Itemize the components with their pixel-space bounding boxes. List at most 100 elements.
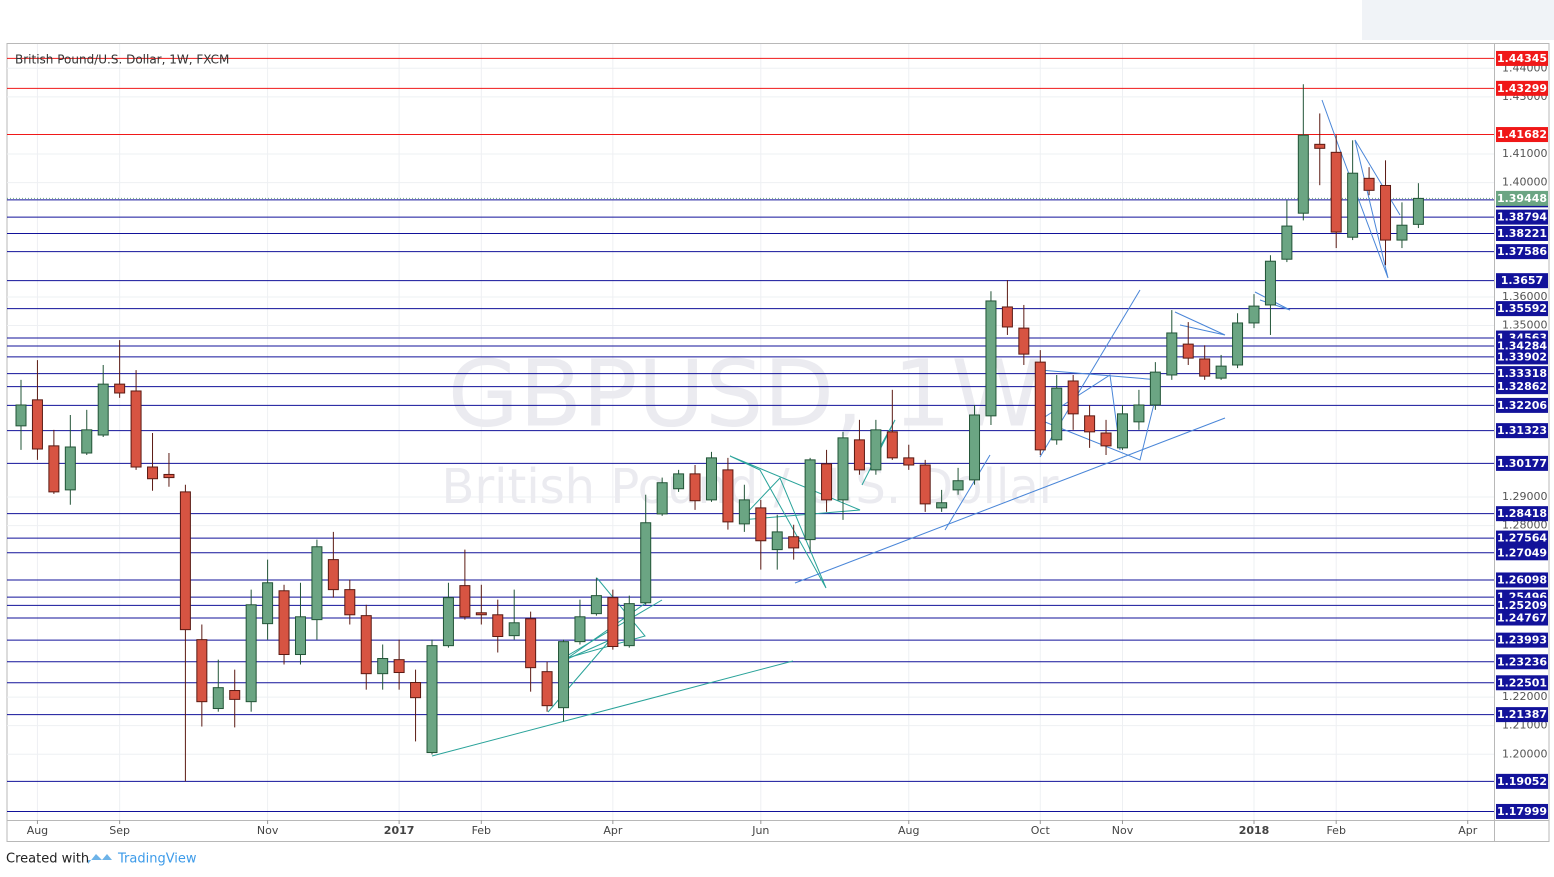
grid xyxy=(7,44,1494,820)
candle-body xyxy=(294,616,306,656)
watermark-subtitle: British Pound / U.S. Dollar xyxy=(442,459,1059,515)
candle-body xyxy=(442,597,454,647)
toolbar-area xyxy=(1362,0,1554,40)
candle-body xyxy=(245,604,257,703)
candle-body xyxy=(1264,260,1276,306)
candle-body xyxy=(1314,143,1326,149)
level-label-box xyxy=(1496,244,1548,260)
candle-body xyxy=(886,431,898,459)
level-label: 1.41682 xyxy=(1497,128,1547,141)
trend-line xyxy=(1321,99,1401,279)
level-label: 1.31323 xyxy=(1497,424,1547,437)
level-label: 1.38794 xyxy=(1497,211,1547,224)
y-tick-label: 1.40000 xyxy=(1502,176,1548,189)
candle-body xyxy=(130,390,142,468)
candle-body xyxy=(1281,225,1293,260)
level-label: 1.33318 xyxy=(1497,367,1547,380)
levels xyxy=(7,57,1494,812)
tradingview-logo[interactable] xyxy=(88,854,112,864)
candle-body xyxy=(508,622,520,637)
candle-body xyxy=(919,464,931,505)
candle-body xyxy=(952,480,964,491)
candle-body xyxy=(1199,358,1211,377)
level-label-box xyxy=(1496,675,1548,691)
candle-body xyxy=(1297,134,1309,214)
level-label-box xyxy=(1496,397,1548,413)
candle-body xyxy=(936,502,948,509)
candle-body xyxy=(179,491,191,631)
candle-body xyxy=(278,590,290,656)
trend-line xyxy=(431,660,794,757)
level-label-box xyxy=(1496,273,1548,289)
level-label: 1.23236 xyxy=(1497,655,1547,668)
candle-body xyxy=(64,446,76,491)
level-label-box xyxy=(1496,80,1548,96)
level-label: 1.23993 xyxy=(1497,634,1547,647)
candle-body xyxy=(1248,305,1260,324)
candle-body xyxy=(475,612,487,616)
candle-body xyxy=(1149,371,1161,406)
x-tick-label: Sep xyxy=(109,824,130,837)
trend-line xyxy=(729,455,861,589)
level-label-box xyxy=(1496,50,1548,66)
candle-body xyxy=(656,482,668,515)
candle-body xyxy=(870,429,882,471)
candle-body xyxy=(1412,197,1424,225)
level-label: 1.19052 xyxy=(1497,775,1547,788)
trend-line xyxy=(1174,311,1226,336)
y-tick-label: 1.29000 xyxy=(1502,490,1548,503)
x-tick-label: Oct xyxy=(1031,824,1051,837)
candles xyxy=(15,84,1424,782)
candle-body xyxy=(821,463,833,501)
candle-body xyxy=(788,536,800,549)
level-label: 1.32206 xyxy=(1497,399,1547,412)
candle-body xyxy=(1034,361,1046,451)
x-tick-label: Jun xyxy=(751,824,769,837)
candle-body xyxy=(48,445,60,493)
candle-body xyxy=(163,473,175,479)
candle-body xyxy=(903,457,915,466)
candle-body xyxy=(1084,415,1096,433)
candle-body xyxy=(1116,413,1128,449)
candle-body xyxy=(1380,184,1392,241)
level-label-box xyxy=(1496,455,1548,471)
candle-body xyxy=(377,658,389,675)
x-tick-label: 2018 xyxy=(1239,824,1270,837)
axes: 1.440001.430001.410001.400001.360001.350… xyxy=(27,50,1548,837)
candle-body xyxy=(574,616,586,643)
candle-body xyxy=(1330,151,1342,233)
candle-body xyxy=(114,383,126,394)
candle-body xyxy=(410,682,422,699)
candle-body xyxy=(212,687,224,710)
level-label-box xyxy=(1496,530,1548,546)
candle-body xyxy=(459,585,471,618)
candle-body xyxy=(31,399,43,450)
candle-body xyxy=(393,659,405,674)
candle-body xyxy=(738,499,750,525)
footer-brand[interactable]: TradingView xyxy=(117,852,197,867)
footer-text: Created with xyxy=(6,852,89,867)
level-label-box xyxy=(1496,545,1548,561)
last-price-box xyxy=(1496,190,1548,206)
level-label: 1.32862 xyxy=(1497,380,1547,393)
candle-body xyxy=(673,473,685,490)
level-label: 1.3657 xyxy=(1501,274,1543,287)
candle-body xyxy=(311,546,323,621)
candle-body xyxy=(262,582,274,625)
candle-body xyxy=(689,473,701,502)
level-label-box xyxy=(1496,773,1548,789)
level-label-box xyxy=(1496,707,1548,723)
candle-body xyxy=(1133,404,1145,423)
level-label-box xyxy=(1496,301,1548,317)
watermark: GBPUSD, 1W xyxy=(448,340,1042,447)
trend-line xyxy=(794,417,1226,584)
level-label: 1.27049 xyxy=(1497,546,1547,559)
level-label: 1.37586 xyxy=(1497,245,1547,258)
candle-body xyxy=(1001,306,1013,328)
candle-body xyxy=(196,639,208,703)
level-label: 1.30177 xyxy=(1497,457,1547,470)
last-price-label: 1.39448 xyxy=(1497,192,1547,205)
candle-body xyxy=(804,459,816,541)
level-label-box xyxy=(1496,127,1548,143)
